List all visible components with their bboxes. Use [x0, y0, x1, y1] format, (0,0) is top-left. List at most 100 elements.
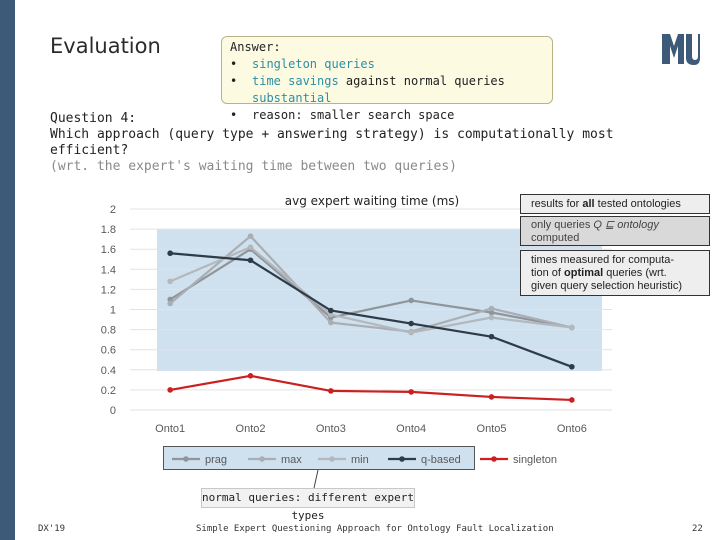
x-tick-label: Onto2	[236, 423, 266, 435]
answer-heading: Answer:	[230, 40, 281, 54]
x-tick-label: Onto1	[155, 423, 185, 435]
note-queries-computed: only queries Q ⊑ ontology computed	[520, 216, 710, 246]
y-tick-label: 2	[110, 204, 116, 216]
note1-pre: results for	[531, 198, 583, 210]
data-point-max	[488, 305, 495, 312]
answer-text: against normal queries	[338, 74, 505, 88]
y-tick-label: 0	[110, 405, 116, 417]
x-tick-label: Onto5	[477, 423, 507, 435]
y-tick-label: 0.8	[101, 325, 116, 337]
data-point-singleton	[247, 373, 254, 379]
bullet-dot: •	[230, 57, 238, 71]
answer-list: • singleton queries • time savings against …	[230, 56, 544, 124]
chart-title: avg expert waiting time (ms)	[285, 194, 459, 208]
data-point-prag	[167, 296, 173, 303]
y-tick-label: 1.6	[101, 244, 116, 256]
series-line-prag	[169, 247, 573, 329]
university-logo	[662, 34, 700, 65]
legend-label-min: min	[351, 454, 369, 466]
data-point-singleton	[167, 387, 173, 393]
data-point-min	[167, 278, 173, 285]
data-point-q-based	[328, 307, 334, 314]
answer-item: • time savings against normal queries sub…	[230, 73, 544, 107]
y-tick-label: 0.2	[101, 385, 116, 397]
y-tick-label: 1.4	[101, 264, 116, 276]
answer-text: reason: smaller search space	[252, 108, 455, 122]
note2-math: Q ⊑ ontology	[593, 219, 659, 231]
legend-label-q-based: q-based	[421, 454, 461, 466]
answer-item: • reason: smaller search space	[230, 107, 544, 124]
y-tick-label: 0.6	[101, 345, 116, 357]
answer-text: substantial	[252, 91, 332, 105]
note2-post: computed	[531, 232, 580, 244]
bullet-dot: •	[230, 108, 238, 122]
note-all-ontologies: results for all tested ontologies	[520, 194, 710, 214]
answer-text: time savings	[252, 74, 339, 88]
data-point-q-based	[569, 363, 575, 370]
data-point-singleton	[408, 389, 414, 395]
note3-line2-post: queries (wrt.	[603, 267, 667, 279]
legend-marker-singleton	[491, 456, 497, 462]
legend-marker-min	[329, 456, 335, 462]
legend-label-singleton: singleton	[513, 454, 557, 466]
data-point-singleton	[328, 388, 334, 394]
note3-line2-pre: tion of	[531, 267, 565, 279]
series-line-singleton	[169, 374, 572, 402]
footer-venue: DX'19	[38, 524, 66, 534]
data-point-q-based	[247, 257, 254, 264]
x-axis-ticks: Onto1 Onto2 Onto3 Onto4 Onto5 Onto6	[155, 423, 587, 435]
note2-pre: only queries	[531, 219, 594, 231]
answer-box: Answer: • singleton queries • time savings …	[221, 36, 553, 122]
x-tick-label: Onto4	[396, 423, 426, 435]
legend-marker-q-based	[399, 456, 405, 462]
legend-marker-max	[259, 456, 265, 462]
x-tick-label: Onto3	[316, 423, 346, 435]
data-point-min	[408, 329, 414, 336]
legend-label-max: max	[281, 454, 302, 466]
bullet-dot: •	[230, 74, 238, 88]
y-tick-label: 1.8	[101, 224, 116, 236]
legend-marker-prag	[183, 456, 189, 462]
data-point-max	[167, 300, 173, 307]
question-text: Which approach (query type + answering s…	[50, 127, 614, 158]
answer-text: singleton queries	[252, 57, 375, 71]
left-accent-bar	[0, 0, 15, 540]
data-point-singleton	[488, 394, 495, 400]
data-point-q-based	[408, 320, 414, 327]
data-point-max	[247, 233, 254, 239]
data-point-min	[569, 324, 575, 331]
question-block: Question 4: Which approach (query type +…	[50, 111, 690, 175]
data-point-max	[328, 319, 334, 326]
series-line-max	[169, 234, 573, 333]
footer-page-number: 22	[692, 524, 703, 534]
data-point-prag	[408, 297, 414, 304]
series-line-q-based	[170, 252, 573, 368]
data-point-q-based	[167, 250, 173, 257]
note-times-measured: times measured for computa- tion of opti…	[520, 250, 710, 296]
note3-line1: times measured for computa-	[531, 254, 675, 266]
answer-item: • singleton queries	[230, 56, 544, 73]
y-tick-label: 1.2	[101, 284, 116, 296]
y-axis-ticks: 0 0.2 0.4 0.6 0.8 1 1.2 1.4 1.6 1.8 2	[101, 204, 116, 417]
data-point-min	[247, 244, 254, 250]
data-point-q-based	[488, 333, 495, 340]
series-lines	[167, 233, 575, 403]
series-line-min	[169, 245, 572, 334]
data-point-singleton	[569, 397, 575, 403]
y-tick-label: 0.4	[101, 365, 116, 377]
data-point-prag	[488, 309, 495, 316]
x-tick-label: Onto6	[557, 423, 587, 435]
note1-post: tested ontologies	[594, 198, 681, 210]
annotation-pointer	[313, 469, 319, 489]
legend-label-prag: prag	[205, 454, 227, 466]
data-point-min	[328, 311, 334, 318]
question-label: Question 4:	[50, 111, 137, 126]
y-tick-label: 1	[110, 305, 116, 317]
note1-bold: all	[582, 198, 595, 210]
note3-line3: given query selection heuristic)	[531, 280, 683, 292]
normal-queries-annotation: normal queries: different expert types	[201, 488, 415, 522]
slide-title: Evaluation	[50, 34, 161, 58]
question-note: (wrt. the expert's waiting time between …	[50, 159, 457, 174]
note3-bold: optimal	[564, 267, 604, 279]
